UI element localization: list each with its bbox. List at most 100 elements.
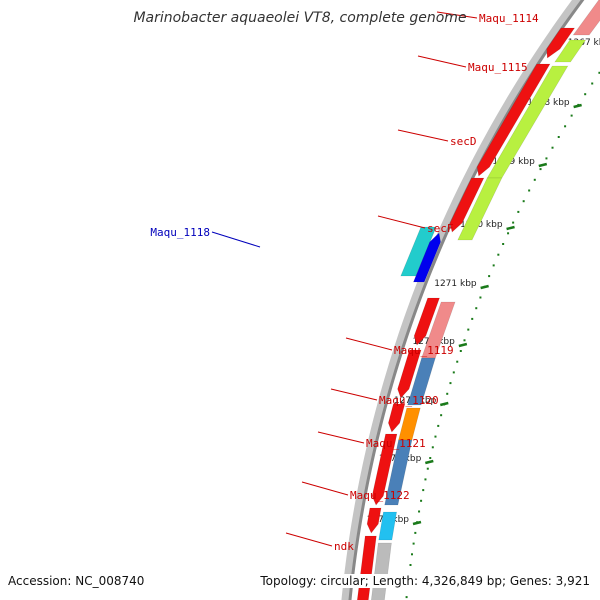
- ruler-dot: [551, 146, 554, 149]
- cds-block-secd: [476, 63, 551, 177]
- gene-block-maqu-1120: [407, 357, 436, 406]
- backbone-line: [348, 0, 585, 600]
- gene-block-maqu-1122: [384, 439, 413, 506]
- cds-block-maqu-1121: [388, 403, 406, 433]
- ruler-dot: [545, 157, 548, 160]
- ruler-dot: [414, 531, 417, 534]
- ruler-dot: [517, 210, 520, 213]
- leader-line: [330, 388, 378, 401]
- ruler-dot: [420, 499, 423, 502]
- gene-labels: Maqu_1114 Maqu_1115 secD secF Maqu_1118 Maqu_…: [150, 11, 539, 553]
- gene-features: [356, 0, 600, 600]
- ruler-dot: [533, 178, 536, 181]
- ruler-dot: [459, 350, 462, 352]
- gene-label: Maqu_1118: [150, 226, 210, 239]
- ruler-dot: [591, 82, 594, 85]
- ruler-dot: [528, 189, 531, 192]
- gene-block-maqu-1118: [413, 232, 441, 283]
- ruler-dot: [463, 339, 466, 342]
- tick-label: 1267 kbp: [568, 38, 600, 48]
- cds-block-maqu-1120: [397, 349, 422, 399]
- ruler-dot: [522, 200, 525, 203]
- ruler-dot: [429, 457, 432, 459]
- ruler-dot: [502, 243, 505, 245]
- genome-backbone: [341, 0, 585, 600]
- leader-line: [417, 55, 467, 68]
- ruler-dot: [539, 168, 542, 171]
- ruler-dot: [452, 371, 455, 374]
- ruler-dot: [422, 489, 425, 492]
- leader-line: [317, 431, 365, 444]
- ruler-tick: [480, 284, 489, 290]
- cds-block-secf: [449, 177, 485, 233]
- ruler-dot: [434, 435, 437, 438]
- gene-label: Maqu_1119: [394, 344, 454, 357]
- leader-line: [377, 215, 426, 229]
- ruler-dot: [409, 564, 412, 566]
- gene-label: secD: [450, 135, 477, 148]
- gene-label: Maqu_1115: [468, 61, 528, 74]
- ruler-dot: [449, 382, 452, 385]
- leader-line: [301, 481, 349, 496]
- leader-line: [397, 129, 449, 142]
- tick-label: 1271 kbp: [434, 279, 477, 289]
- ruler-dot: [467, 328, 470, 331]
- gene-label: Maqu_1114: [479, 12, 539, 25]
- leader-line: [436, 11, 478, 19]
- ruler-dot: [418, 510, 421, 513]
- ruler-dot: [507, 232, 510, 235]
- ruler-dot: [405, 596, 408, 599]
- map-title: Marinobacter aquaeolei VT8, complete gen…: [133, 10, 466, 26]
- gene-label: Maqu_1120: [379, 394, 439, 407]
- ruler-tick: [439, 401, 449, 407]
- gene-label: ndk: [334, 540, 354, 553]
- gene-block-secf: [457, 177, 503, 241]
- ruler-dot: [598, 71, 600, 74]
- ruler-dot: [475, 307, 478, 310]
- cds-block-maqu-1114: [546, 27, 576, 59]
- gene-label: secF: [427, 222, 454, 235]
- ruler-tick: [412, 520, 422, 526]
- gene-block-ndk: [378, 511, 397, 541]
- ruler-dot: [426, 467, 429, 470]
- ruler-dot: [584, 93, 587, 96]
- ruler-dot: [437, 424, 440, 427]
- cds-block-ndk: [366, 507, 382, 534]
- ruler-tick: [573, 103, 582, 109]
- gene-block-maqu-1114: [572, 0, 600, 36]
- tick-label: 1268 kbp: [527, 98, 570, 108]
- ruler-dot: [492, 264, 495, 267]
- gene-block-maqu-1115: [554, 39, 587, 63]
- kbp-ruler: 1267 kbp 1268 kbp 1269 kbp 1270 kbp 1271 kbp…: [367, 38, 600, 599]
- ruler-dot: [479, 296, 482, 299]
- backbone-outer: [341, 0, 584, 600]
- ruler-dot: [440, 414, 443, 417]
- ruler-tick: [538, 162, 548, 168]
- ruler-dot: [512, 221, 515, 224]
- leader-line: [211, 231, 261, 248]
- ruler-dot: [564, 125, 567, 128]
- tick-label: 1270 kbp: [460, 220, 503, 230]
- ruler-dot: [411, 553, 413, 556]
- ruler-dot: [497, 253, 500, 256]
- ruler-dot: [456, 360, 459, 363]
- ruler-tick: [458, 342, 468, 348]
- ruler-dot: [431, 446, 434, 449]
- gene-label: Maqu_1122: [350, 489, 410, 502]
- tick-label: 1269 kbp: [492, 157, 535, 167]
- cds-block-maqu-1122: [371, 433, 398, 506]
- ruler-dot: [488, 275, 491, 278]
- ruler-dot: [412, 542, 415, 545]
- accession-text: Accession: NC_008740: [8, 574, 145, 588]
- ruler-tick: [506, 225, 515, 231]
- ruler-dot: [557, 136, 560, 138]
- ruler-dot: [424, 478, 427, 481]
- cds-block-maqu-1119: [413, 297, 440, 346]
- gene-label: Maqu_1121: [366, 437, 426, 450]
- leader-line: [345, 337, 393, 351]
- ruler-dot: [471, 317, 474, 320]
- ruler-tick: [425, 459, 434, 465]
- ruler-dot: [570, 114, 573, 117]
- topology-text: Topology: circular; Length: 4,326,849 bp…: [260, 574, 590, 588]
